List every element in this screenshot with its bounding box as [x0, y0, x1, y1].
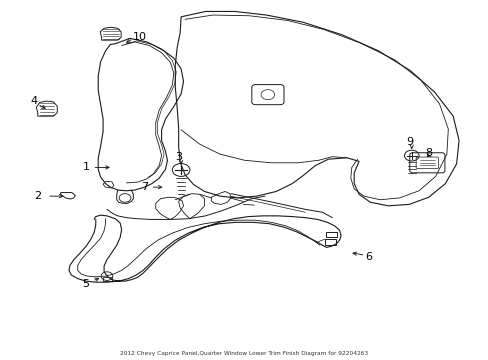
- Text: 1: 1: [82, 162, 89, 172]
- Text: 2: 2: [34, 191, 41, 201]
- Text: 5: 5: [82, 279, 89, 289]
- Bar: [103, 277, 112, 281]
- Text: 3: 3: [175, 152, 182, 162]
- Text: 2012 Chevy Caprice Panel,Quarter Window Lower Trim Finish Diagram for 92204263: 2012 Chevy Caprice Panel,Quarter Window …: [120, 351, 368, 356]
- Text: 9: 9: [405, 138, 412, 147]
- Text: 6: 6: [365, 252, 371, 262]
- Text: 10: 10: [132, 32, 146, 41]
- Text: 8: 8: [425, 148, 431, 158]
- Bar: [326, 232, 336, 237]
- Text: 4: 4: [30, 96, 38, 106]
- Text: 7: 7: [141, 182, 148, 192]
- Bar: [325, 239, 335, 244]
